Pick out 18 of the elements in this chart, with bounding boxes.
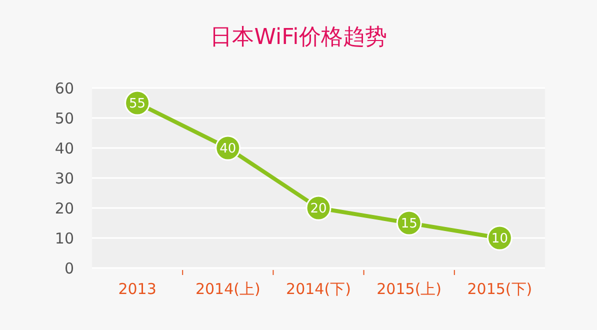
x-tick-label: 2015(下) [467, 280, 532, 298]
y-tick-label: 40 [54, 139, 74, 158]
data-label: 20 [310, 202, 327, 217]
data-label: 55 [129, 96, 146, 112]
x-tick-label: 2014(下) [286, 280, 351, 298]
y-tick-label: 20 [54, 199, 74, 218]
data-label: 40 [220, 142, 236, 157]
chart-title: 日本WiFi价格趋势 [210, 25, 387, 50]
y-tick-label: 50 [54, 109, 74, 128]
y-tick-label: 30 [54, 169, 74, 188]
y-tick-label: 60 [54, 79, 74, 98]
x-tick-label: 2015(上) [376, 280, 442, 298]
y-tick-label: 0 [64, 259, 74, 278]
x-tick-label: 2014(上) [195, 280, 260, 298]
y-tick-label: 10 [54, 229, 74, 248]
data-label: 15 [400, 216, 418, 232]
data-label: 10 [491, 232, 508, 247]
x-tick-label: 2013 [118, 280, 156, 298]
